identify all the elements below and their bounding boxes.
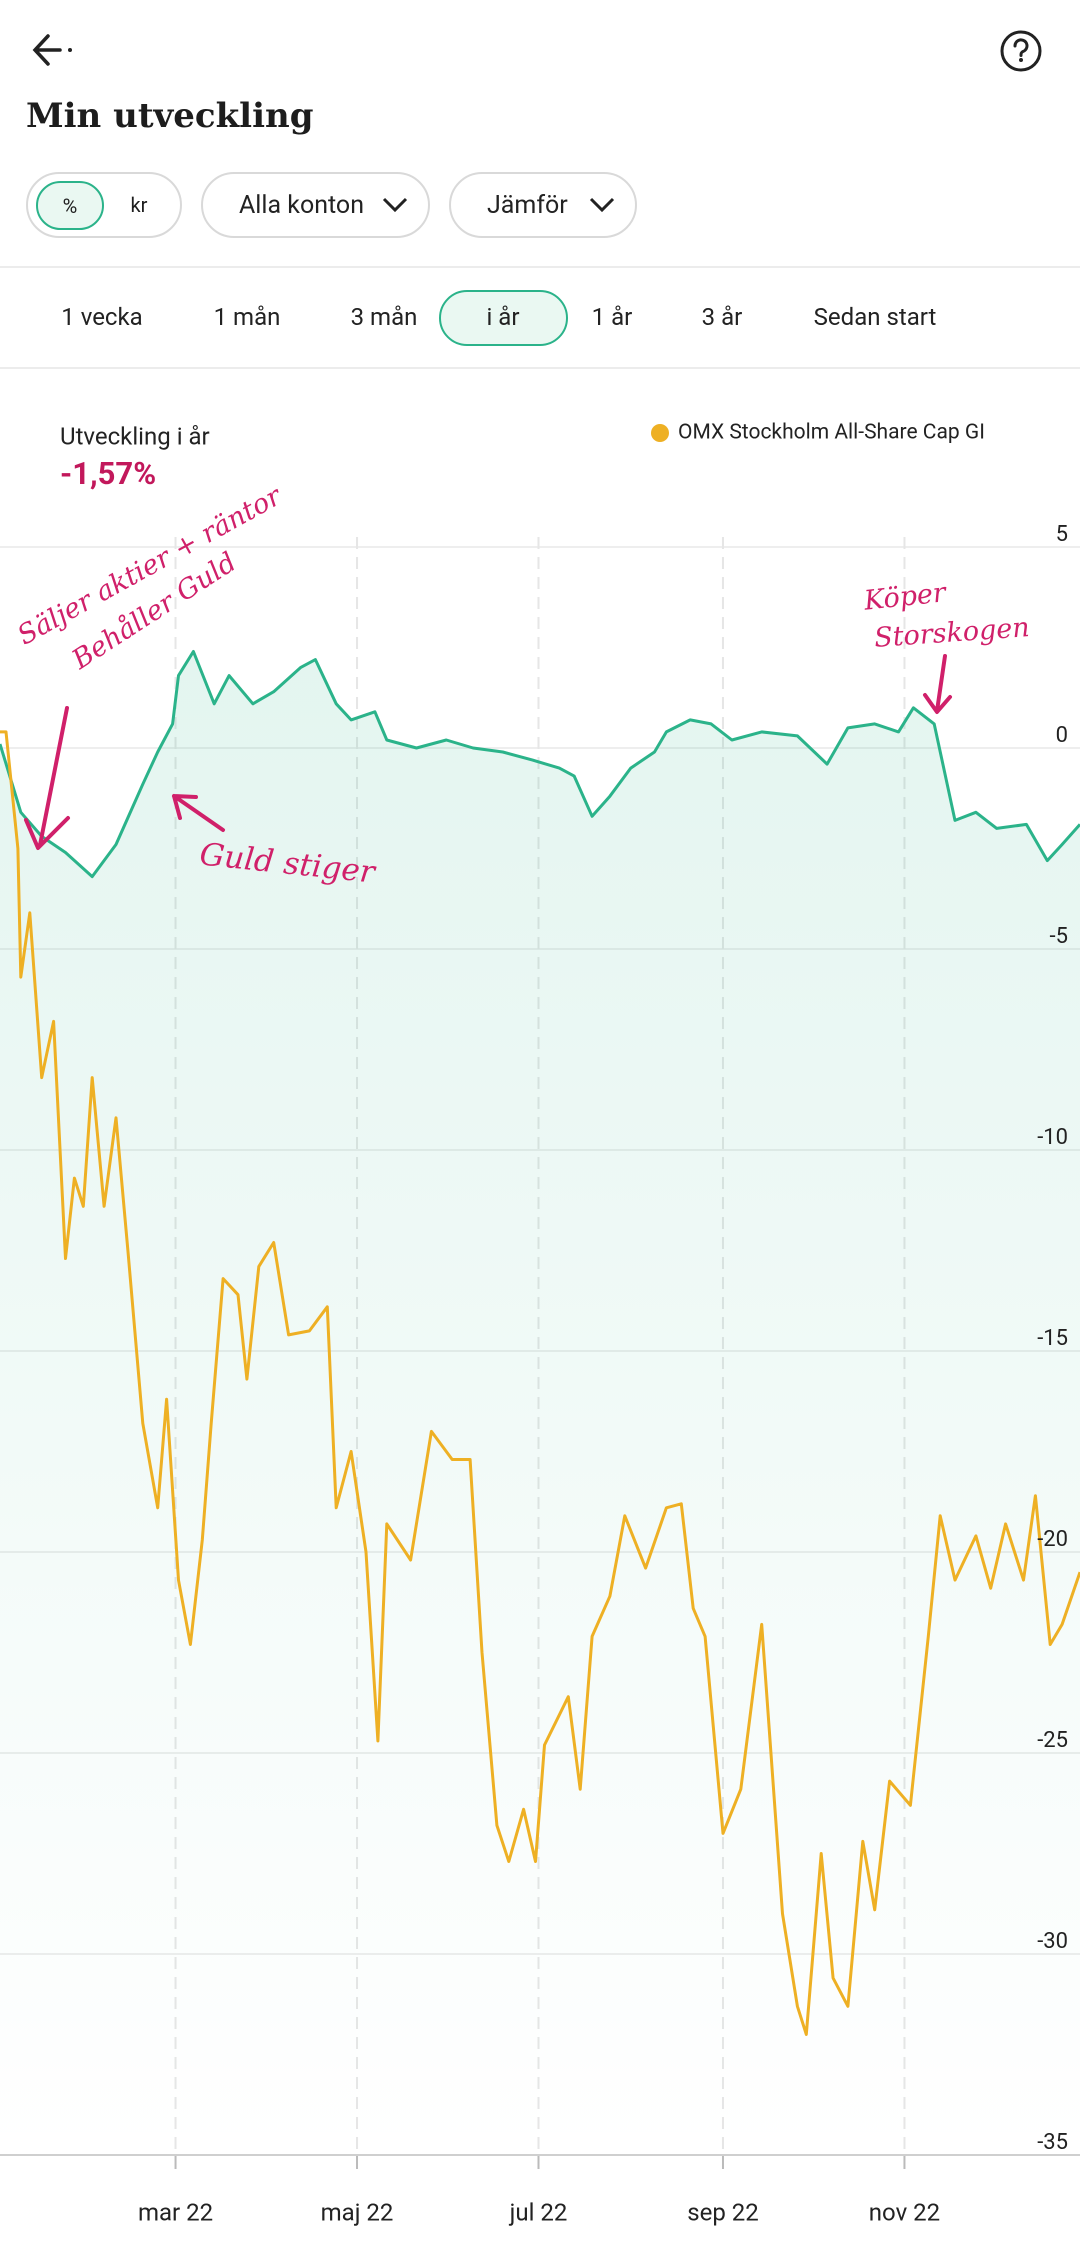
- y-tick-label: 0: [1056, 723, 1068, 748]
- selected-period: [439, 290, 568, 346]
- period-tab[interactable]: 1 vecka: [61, 303, 143, 331]
- line: [0, 650, 1080, 879]
- toggle-option[interactable]: kr: [130, 193, 148, 217]
- y-tick-label: -5: [1050, 924, 1068, 949]
- filter-dropdown[interactable]: Alla konton: [201, 172, 430, 238]
- x-tick-label: nov 22: [869, 2198, 940, 2226]
- period-tab[interactable]: 3 mån: [350, 303, 418, 331]
- filter-label: Alla konton: [239, 190, 364, 220]
- y-tick-label: -20: [1037, 1527, 1068, 1552]
- annotation-arrow: [172, 794, 225, 832]
- legend-swatch: [651, 424, 669, 442]
- divider: [0, 266, 1080, 268]
- chevron: [382, 197, 408, 213]
- annotation: Storskogen: [873, 612, 1030, 654]
- y-tick-label: -10: [1037, 1125, 1068, 1150]
- unit-toggle: [26, 172, 182, 238]
- period-tab[interactable]: i år: [486, 303, 520, 331]
- help-button[interactable]: [996, 26, 1046, 76]
- chart-subtitle: Utveckling i år: [60, 422, 210, 450]
- page-title: Min utveckling: [26, 96, 314, 136]
- legend-label: OMX Stockholm All-Share Cap GI: [678, 421, 985, 445]
- y-tick-label: -30: [1037, 1929, 1068, 1954]
- period-tab[interactable]: Sedan start: [813, 303, 937, 331]
- y-tick-label: -25: [1037, 1728, 1068, 1753]
- x-tick-label: sep 22: [687, 2198, 759, 2226]
- period-tab[interactable]: 1 mån: [213, 303, 281, 331]
- y-tick-label: -35: [1037, 2130, 1068, 2155]
- toggle-option[interactable]: %: [36, 181, 104, 230]
- x-tick-label: maj 22: [321, 2198, 394, 2226]
- area-fill: [0, 651, 1080, 2155]
- summary-value: -1,57%: [60, 455, 156, 492]
- x-tick-label: jul 22: [509, 2198, 568, 2226]
- filter-label: Jämför: [487, 190, 568, 220]
- back-button[interactable]: [30, 28, 80, 72]
- annotation: Köper: [862, 577, 950, 617]
- divider: [0, 367, 1080, 369]
- x-tick-label: mar 22: [138, 2198, 213, 2226]
- filter-dropdown[interactable]: Jämför: [449, 172, 637, 238]
- y-tick-label: -15: [1037, 1326, 1068, 1351]
- period-tab[interactable]: 3 år: [701, 303, 743, 331]
- line: [0, 730, 1080, 2036]
- period-tab[interactable]: 1 år: [591, 303, 633, 331]
- y-tick-label: 5: [1056, 522, 1068, 547]
- annotation-arrow: [24, 706, 70, 850]
- chevron: [589, 197, 615, 213]
- annotation-arrow: [923, 654, 952, 714]
